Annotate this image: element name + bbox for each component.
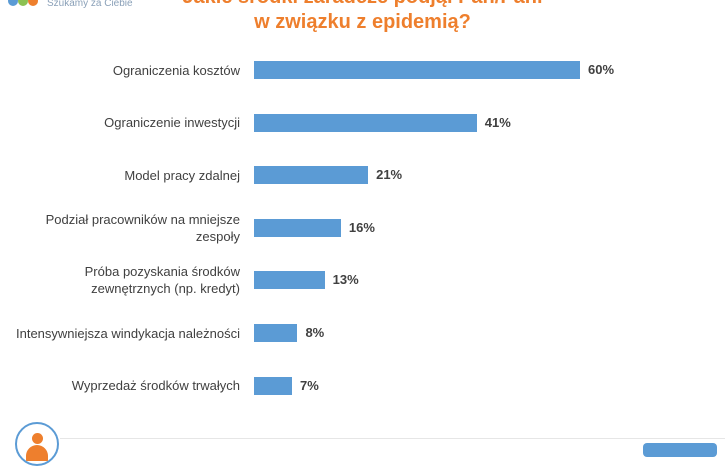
logo-mark	[8, 0, 38, 10]
logo-circle-blue	[8, 0, 18, 6]
logo-circle-orange	[28, 0, 38, 6]
category-label-line: zespoły	[195, 228, 240, 244]
category-label-line: Wyprzedaż środków trwałych	[71, 378, 240, 394]
value-label: 7%	[300, 377, 319, 393]
bar	[254, 376, 293, 395]
category-label: Model pracy zdalnej	[4, 167, 240, 184]
category-label: Podział pracowników na mniejsze zespoły	[4, 211, 240, 245]
value-label: 16%	[348, 219, 375, 235]
category-label-line: Intensywniejsza windykacja należności	[15, 325, 240, 341]
category-label: Ograniczenia kosztów	[4, 62, 240, 79]
bar	[254, 166, 369, 185]
category-label-line: Model pracy zdalnej	[124, 167, 240, 183]
chart-title-line-2: w związku z epidemią?	[254, 11, 471, 33]
bar	[254, 61, 580, 79]
person-icon-head	[32, 433, 43, 444]
value-label: 41%	[484, 114, 511, 130]
bar	[254, 324, 298, 342]
logo-circle-green	[18, 0, 28, 6]
bar	[254, 113, 477, 132]
chart-title-line-1: Jakie środki zaradcze podjął Pan/Pani	[0, 0, 725, 9]
bar	[254, 271, 325, 290]
corner-tab	[643, 443, 717, 457]
category-label-line: Podział pracowników na mniejsze	[45, 211, 240, 227]
category-label: Próba pozyskania środków zewnętrznych (np…	[4, 263, 240, 297]
category-label: Intensywniejsza windykacja należności	[4, 325, 240, 342]
category-label-line: Próba pozyskania środków	[84, 264, 240, 280]
person-icon	[15, 422, 59, 466]
footer-divider	[60, 438, 725, 439]
category-label-line: Ograniczenia kosztów	[112, 62, 240, 78]
category-label: Wyprzedaż środków trwałych	[4, 377, 240, 394]
value-label: 13%	[332, 272, 359, 288]
value-label: 60%	[588, 62, 615, 77]
category-label: Ograniczenie inwestycji	[4, 114, 240, 131]
value-label: 8%	[305, 325, 325, 340]
bar	[254, 218, 341, 237]
category-label-line: zewnętrznych (np. kredyt)	[91, 281, 240, 297]
brand-tagline: Szukamy za Ciebie	[47, 0, 133, 9]
category-label-line: Ograniczenie inwestycji	[104, 115, 240, 131]
value-label: 21%	[376, 167, 403, 183]
person-icon-body	[26, 445, 48, 461]
